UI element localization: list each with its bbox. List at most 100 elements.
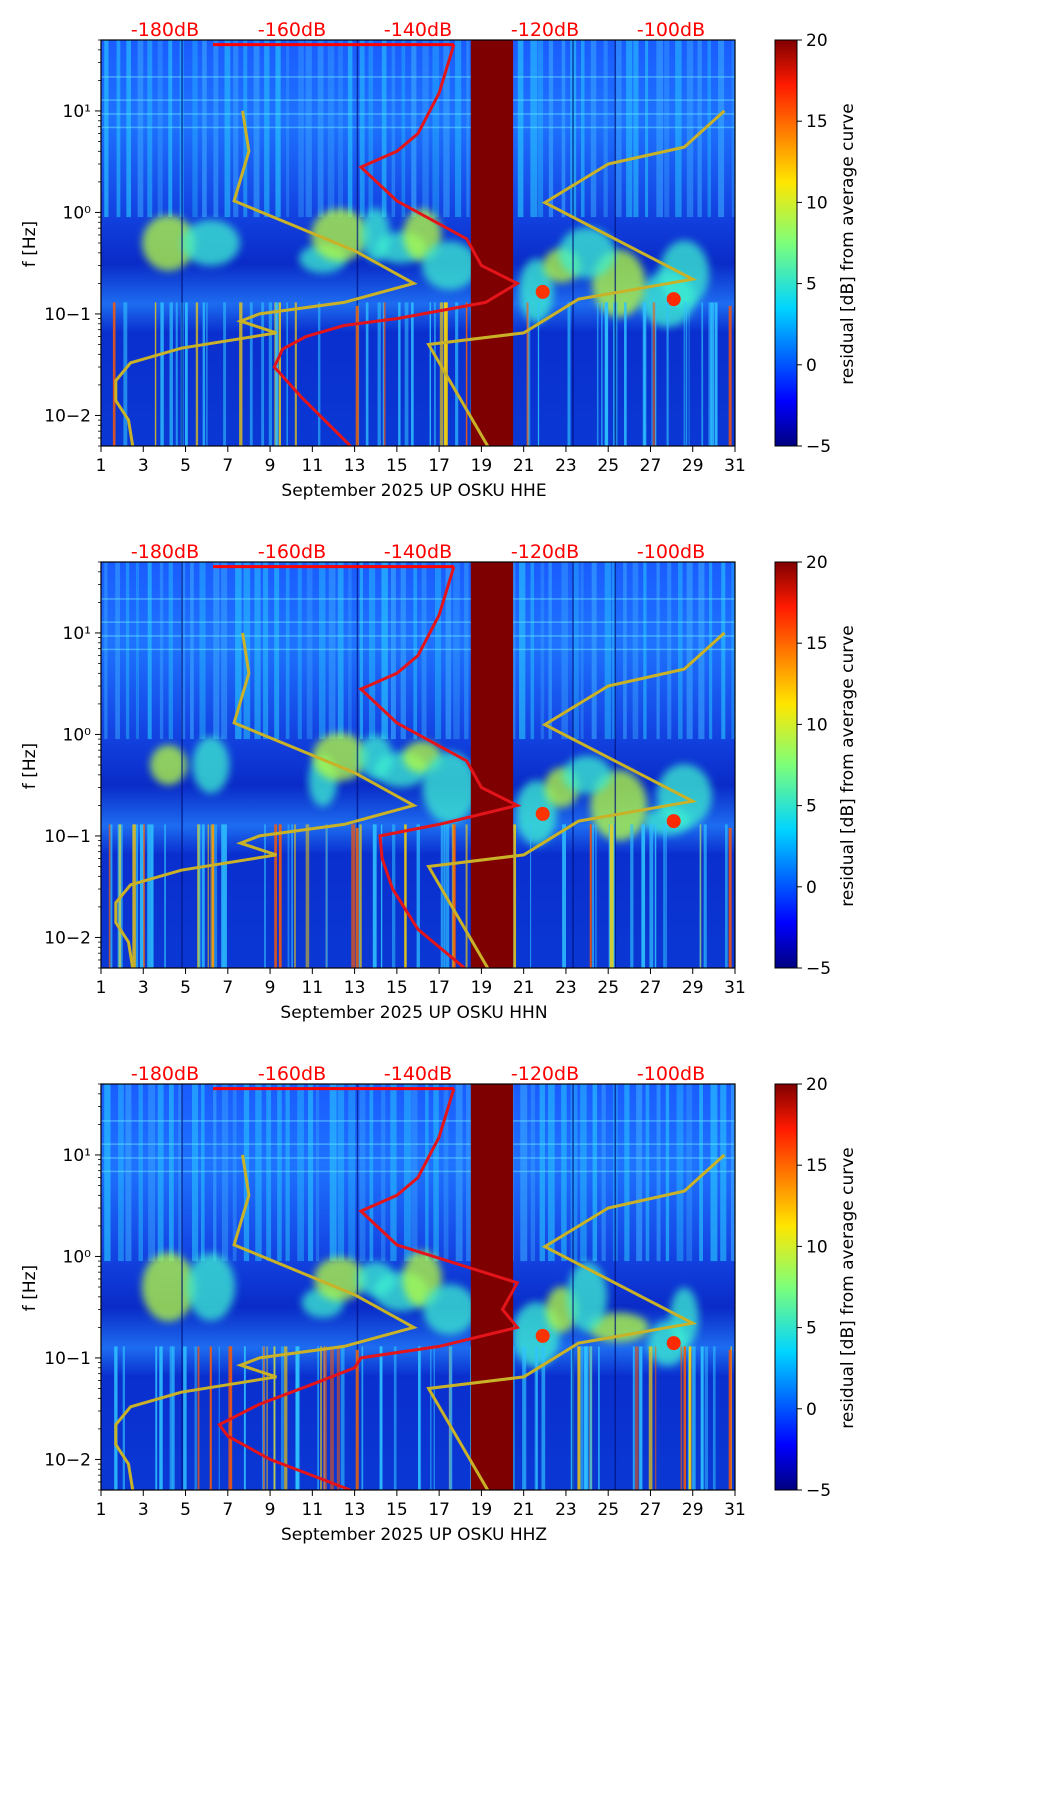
heatmap-streak — [539, 1084, 545, 1262]
heatmap-streak — [323, 1346, 327, 1490]
heatmap-line — [101, 1170, 735, 1173]
top-label: -180dB — [131, 1063, 199, 1085]
heatmap-streak — [263, 1346, 265, 1490]
heatmap-streak — [517, 40, 524, 218]
top-label: -160dB — [258, 541, 326, 563]
heatmap-hotspot — [666, 292, 681, 307]
heatmap-streak — [721, 562, 726, 740]
heatmap-streak — [604, 562, 611, 740]
heatmap-streak — [159, 1346, 163, 1490]
top-label: -100dB — [637, 541, 705, 563]
heatmap-streak — [136, 824, 139, 968]
heatmap-streak — [221, 562, 228, 740]
heatmap-streak — [138, 1084, 143, 1262]
heatmap-streak — [590, 40, 597, 218]
heatmap-streak — [368, 562, 376, 740]
heatmap-streak — [286, 302, 288, 446]
heatmap-streak — [355, 305, 359, 446]
heatmap-streak — [297, 1084, 304, 1262]
heatmap-streak — [261, 302, 265, 446]
heatmap-streak — [221, 824, 224, 968]
y-tick-label: 10−2 — [44, 928, 91, 948]
heatmap-streak — [701, 302, 704, 446]
heatmap-streak — [104, 562, 108, 740]
axes: 1 3 5 7 9 11 13 15 17 19 21 23 25 27 29 3110−210−110⁰10… — [44, 1083, 746, 1520]
heatmap-streak — [686, 40, 694, 218]
heatmap-streak — [368, 40, 374, 218]
heatmap-streak — [221, 1084, 229, 1262]
heatmap-layer — [101, 1084, 735, 1490]
heatmap-streak — [197, 1346, 200, 1490]
heatmap-streak — [632, 1346, 635, 1490]
heatmap-streak — [183, 1346, 187, 1490]
heatmap-streak — [466, 40, 470, 218]
heatmap-streak — [284, 1346, 288, 1490]
heatmap-streak — [150, 824, 154, 968]
heatmap-streak — [592, 824, 594, 968]
heatmap-streak — [359, 562, 363, 740]
heatmap-streak — [548, 1084, 555, 1262]
x-tick-label: 19 — [471, 978, 493, 998]
heatmap-streak — [112, 302, 116, 446]
heatmap-streak — [656, 40, 663, 218]
heatmap-streak — [688, 302, 690, 446]
heatmap-streak — [285, 562, 290, 740]
heatmap-streak — [601, 302, 603, 446]
heatmap-streak — [391, 824, 396, 968]
heatmap-blob — [311, 208, 369, 262]
heatmap-streak — [540, 562, 545, 740]
heatmap-streak — [380, 824, 383, 968]
heatmap-streak — [435, 562, 442, 740]
heatmap-blob — [313, 1257, 366, 1301]
heatmap-streak — [676, 1084, 684, 1262]
heatmap-streak — [305, 40, 312, 218]
heatmap-streak — [249, 302, 253, 446]
heatmap-streak — [143, 824, 145, 968]
heatmap-streak — [700, 1346, 704, 1490]
heatmap-streak — [338, 40, 344, 218]
heatmap-streak — [453, 824, 456, 968]
heatmap-streak — [264, 824, 266, 968]
heatmap-streak — [418, 1346, 422, 1490]
model-curve-right — [426, 1153, 726, 1490]
heatmap-streak — [185, 302, 188, 446]
x-tick-label: 9 — [265, 456, 276, 476]
heatmap-streak — [377, 302, 381, 446]
x-tick-label: 29 — [682, 1500, 704, 1520]
axes: 1 3 5 7 9 11 13 15 17 19 21 23 25 27 29 3110−210−110⁰10… — [44, 561, 746, 998]
heatmap-streak — [157, 40, 163, 218]
heatmap-streak — [589, 824, 592, 968]
x-tick-label: 7 — [222, 978, 233, 998]
heatmap-streak — [413, 562, 418, 740]
x-tick-label: 13 — [344, 978, 366, 998]
heatmap-streak — [181, 562, 186, 740]
heatmap-blob — [566, 1262, 608, 1332]
heatmap-streak — [632, 562, 639, 740]
heatmap-streak — [439, 302, 444, 446]
heatmap-streak — [645, 1084, 650, 1262]
x-tick-label: 13 — [344, 456, 366, 476]
x-tick-label: 1 — [96, 978, 107, 998]
heatmap-streak — [381, 1084, 386, 1262]
y-tick-label: 10⁰ — [63, 203, 92, 223]
heatmap-streak — [114, 1346, 118, 1490]
x-tick-label: 3 — [138, 456, 149, 476]
x-tick-label: 31 — [724, 456, 746, 476]
heatmap-streak — [369, 1084, 374, 1262]
spectrogram-plot-area — [101, 40, 735, 446]
heatmap-streak — [604, 302, 609, 446]
heatmap-streak — [421, 562, 427, 740]
heatmap-streak — [683, 302, 686, 446]
heatmap-streak — [655, 302, 657, 446]
heatmap-streak — [278, 824, 282, 968]
heatmap-streak — [411, 40, 417, 218]
heatmap-streak — [330, 1346, 334, 1490]
top-label: -120dB — [511, 541, 579, 563]
heatmap-streak — [172, 1346, 175, 1490]
y-tick-label: 10¹ — [63, 102, 91, 122]
heatmap-streak — [192, 1084, 199, 1262]
heatmap-streak — [222, 824, 227, 968]
heatmap-streak — [110, 824, 113, 968]
heatmap-streak — [580, 1346, 584, 1490]
y-tick-label: 10⁰ — [63, 1247, 92, 1267]
